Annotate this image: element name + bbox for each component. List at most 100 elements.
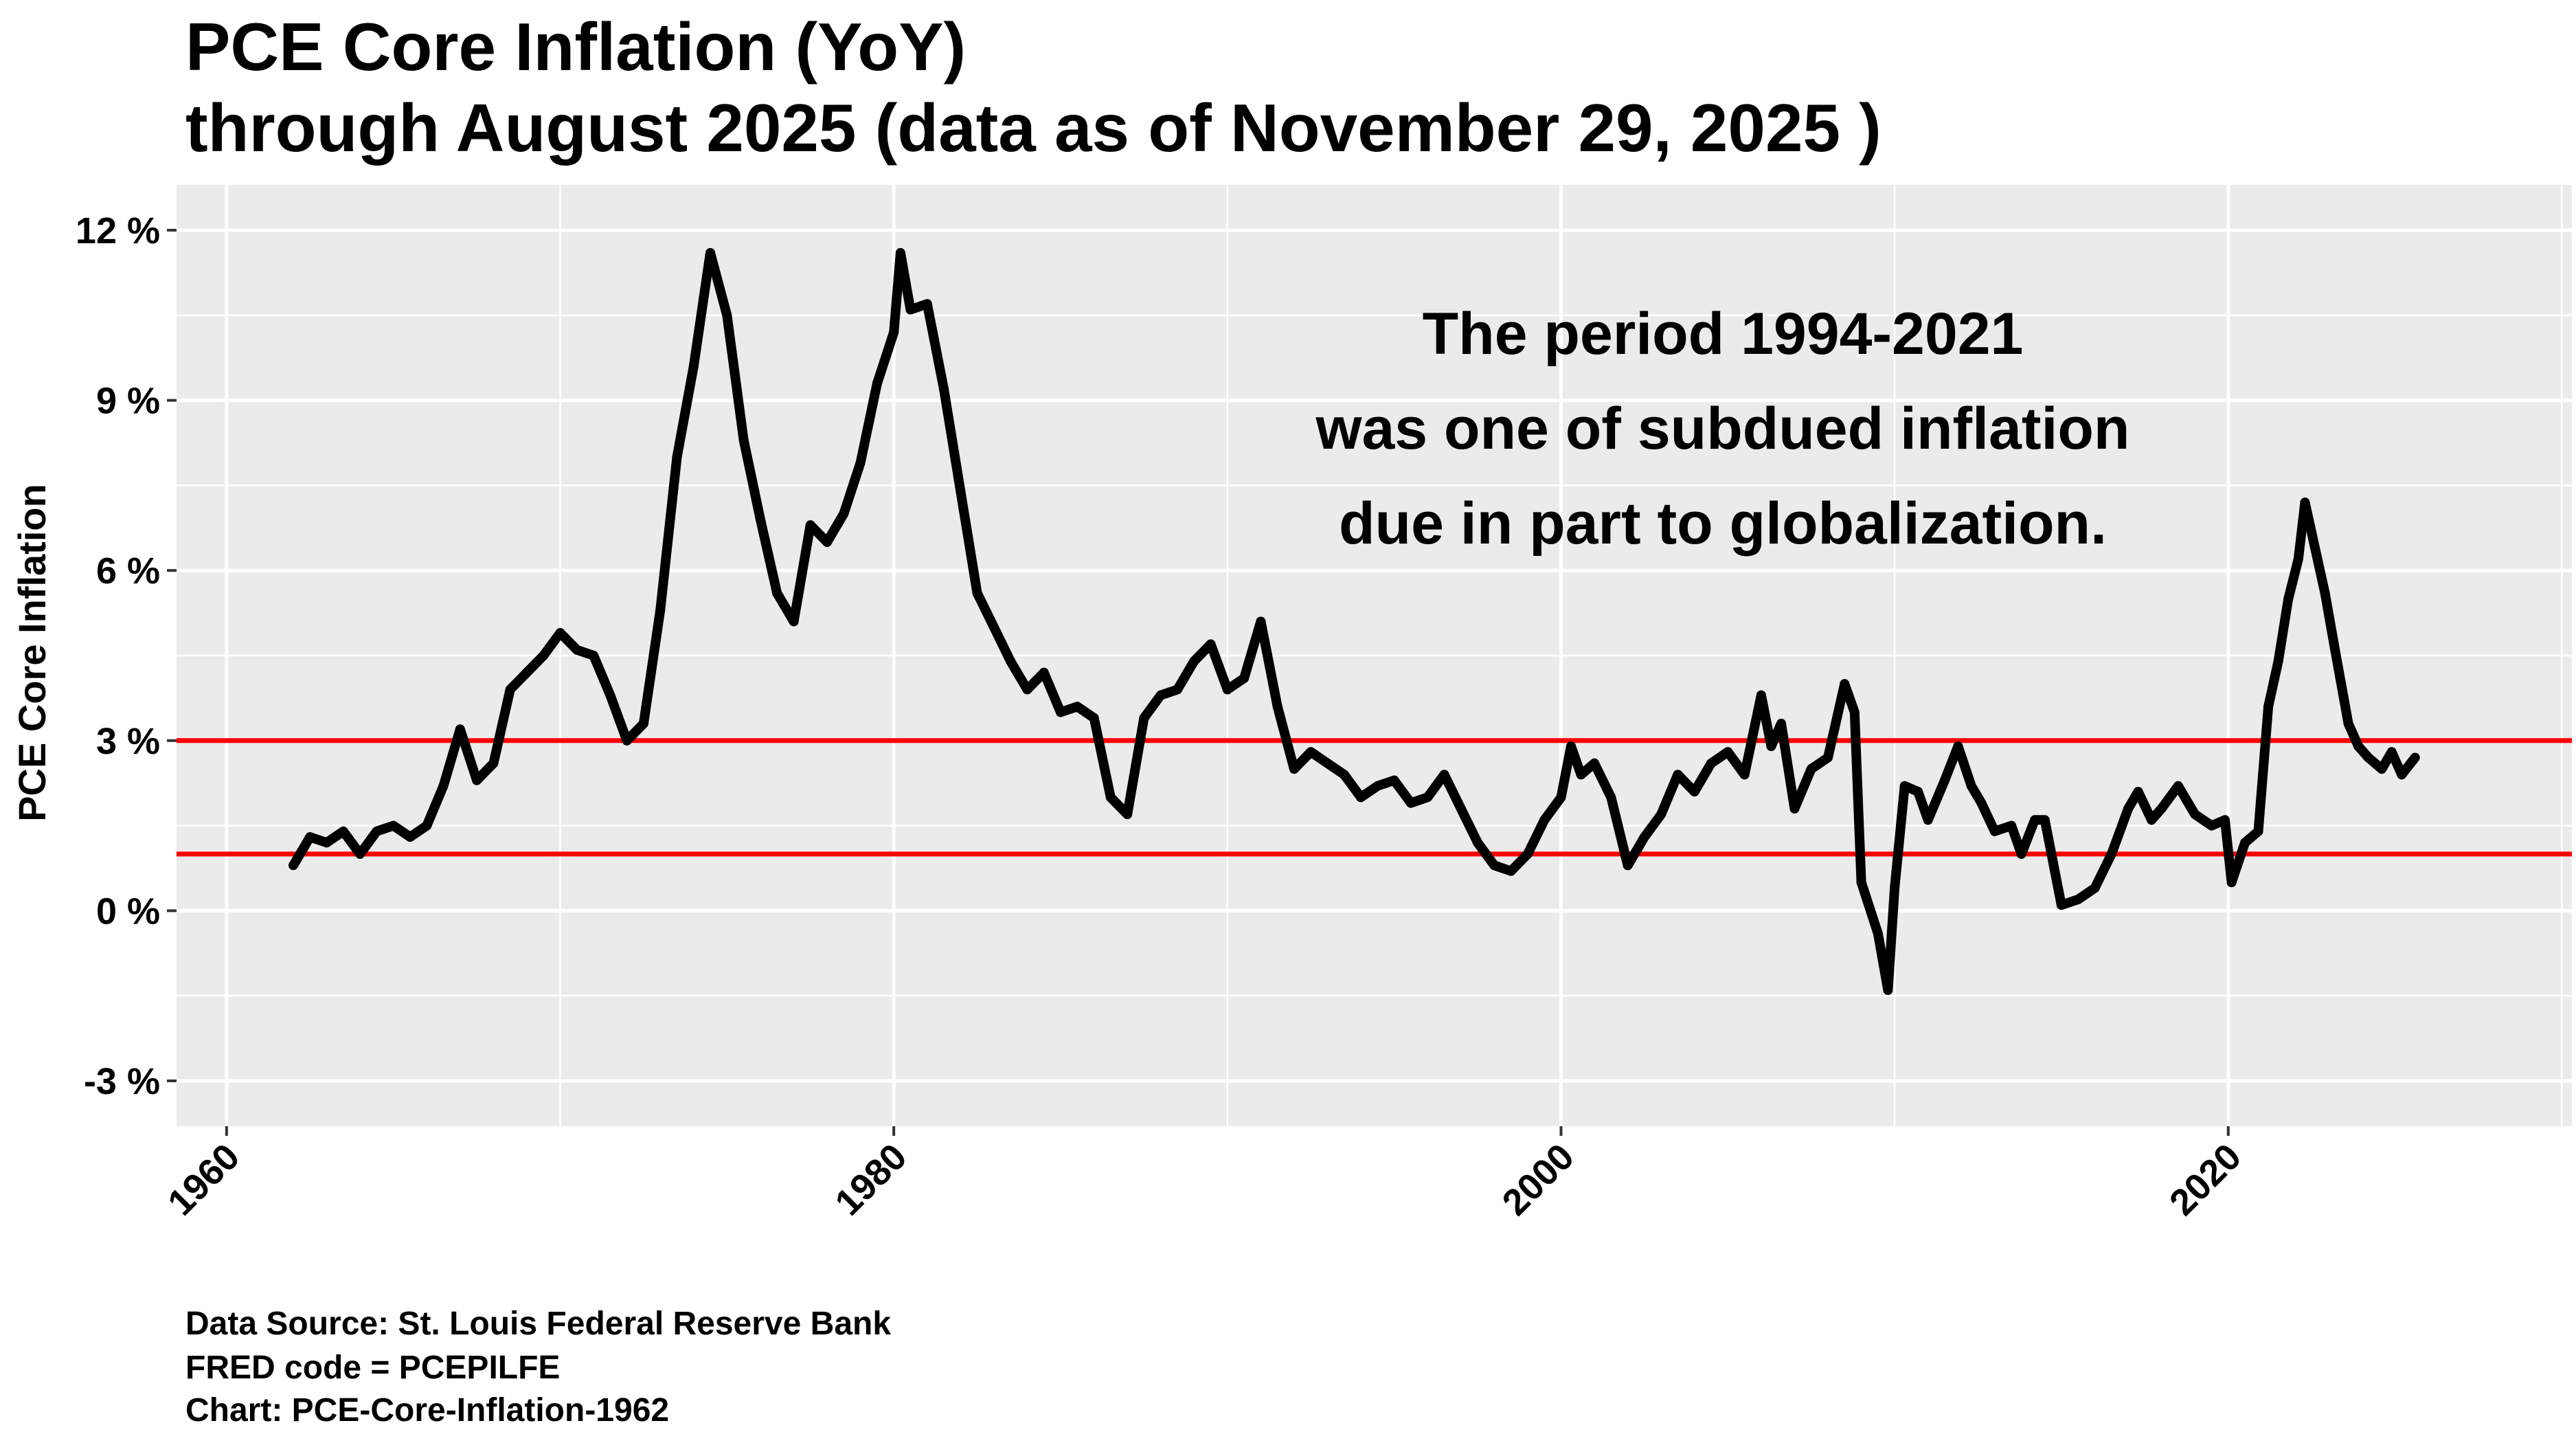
chart-title: PCE Core Inflation (YoY)	[185, 9, 966, 85]
data-point	[455, 724, 465, 735]
data-point	[2363, 752, 2373, 763]
data-point	[2133, 787, 2143, 797]
data-point	[1890, 883, 1900, 893]
data-point	[1089, 713, 1099, 723]
data-point	[1322, 758, 1333, 768]
data-point	[505, 684, 515, 695]
data-point	[521, 667, 532, 678]
data-point	[1006, 656, 1016, 667]
data-point	[1372, 781, 1383, 791]
data-point	[1953, 741, 1963, 752]
data-point	[438, 781, 449, 791]
caption-chart-name: Chart: PCE-Core-Inflation-1962	[185, 1392, 669, 1429]
data-point	[589, 651, 599, 660]
data-point	[1473, 838, 1483, 848]
data-point	[1139, 713, 1149, 723]
data-point	[1222, 684, 1232, 695]
data-point	[2106, 849, 2116, 859]
data-point	[472, 775, 482, 785]
data-point	[1766, 741, 1776, 752]
caption-source: Data Source: St. Louis Federal Reserve B…	[185, 1306, 891, 1342]
data-point	[1389, 775, 1399, 785]
data-point	[1566, 741, 1577, 752]
data-point	[1172, 684, 1182, 695]
data-point	[1989, 826, 2000, 836]
data-point	[1756, 690, 1766, 700]
data-point	[2007, 820, 2017, 831]
data-point	[488, 758, 499, 768]
data-point	[572, 645, 582, 655]
data-point	[1022, 684, 1032, 695]
data-point	[1706, 758, 1717, 768]
data-point	[822, 537, 833, 547]
data-point	[2343, 719, 2353, 729]
chart-subtitle: through August 2025 (data as of November…	[185, 90, 1882, 166]
data-point	[1673, 770, 1683, 780]
data-point	[1689, 787, 1699, 797]
data-point	[988, 622, 999, 632]
data-point	[1105, 792, 1116, 803]
data-point	[638, 719, 648, 729]
data-point	[688, 361, 699, 372]
data-point	[805, 520, 815, 530]
data-point	[2073, 894, 2083, 904]
data-point	[1256, 616, 1266, 627]
data-point	[839, 508, 849, 519]
data-point	[1439, 770, 1449, 780]
data-point	[972, 588, 982, 599]
data-point	[1456, 803, 1466, 814]
x-tick-label: 2000	[1495, 1136, 1582, 1223]
data-point	[422, 820, 432, 831]
data-point	[1639, 832, 1649, 842]
data-point	[539, 651, 549, 660]
data-point	[855, 458, 866, 468]
data-point	[922, 299, 932, 309]
data-point	[722, 310, 732, 320]
data-point	[1776, 719, 1786, 729]
data-points	[288, 248, 2420, 995]
data-point	[555, 627, 565, 638]
data-point	[905, 304, 916, 315]
data-point	[1522, 849, 1533, 859]
data-point	[1873, 928, 1883, 939]
data-point	[956, 486, 966, 496]
data-point	[1055, 707, 1065, 717]
data-point	[2410, 752, 2420, 763]
data-point	[2147, 815, 2157, 825]
data-point	[1840, 679, 1850, 689]
y-tick-label: -3 %	[84, 1061, 160, 1102]
data-point	[388, 820, 398, 831]
data-point	[1656, 809, 1667, 820]
data-point	[355, 849, 365, 859]
data-point	[939, 384, 949, 394]
data-point	[1289, 764, 1299, 774]
data-point	[2273, 656, 2283, 667]
data-point	[1356, 792, 1366, 803]
y-tick-label: 0 %	[96, 891, 160, 932]
reference-lines	[177, 738, 2572, 857]
data-point	[2300, 497, 2310, 508]
data-point	[1339, 770, 1349, 780]
data-point	[1899, 781, 1910, 791]
data-point	[1739, 770, 1750, 780]
data-point	[1623, 860, 1633, 871]
data-point	[1405, 798, 1416, 808]
data-point	[1506, 866, 1516, 876]
data-point	[1590, 758, 1600, 768]
data-point	[1539, 815, 1550, 825]
data-point	[1806, 764, 1816, 774]
y-tick-label: 3 %	[96, 721, 160, 762]
annotation-line-1: The period 1994-2021	[1423, 301, 2024, 367]
data-point	[2253, 826, 2263, 836]
gridlines	[177, 185, 2572, 1126]
data-point	[2030, 815, 2040, 825]
data-point	[1206, 639, 1216, 649]
data-point	[1122, 809, 1133, 820]
series-line	[289, 248, 2419, 995]
data-point	[895, 248, 905, 258]
data-point	[2397, 770, 2407, 780]
y-tick-label: 12 %	[76, 210, 160, 251]
data-point	[1923, 815, 1933, 825]
caption-fred-code: FRED code = PCEPILFE	[185, 1350, 560, 1386]
data-point	[305, 832, 315, 842]
